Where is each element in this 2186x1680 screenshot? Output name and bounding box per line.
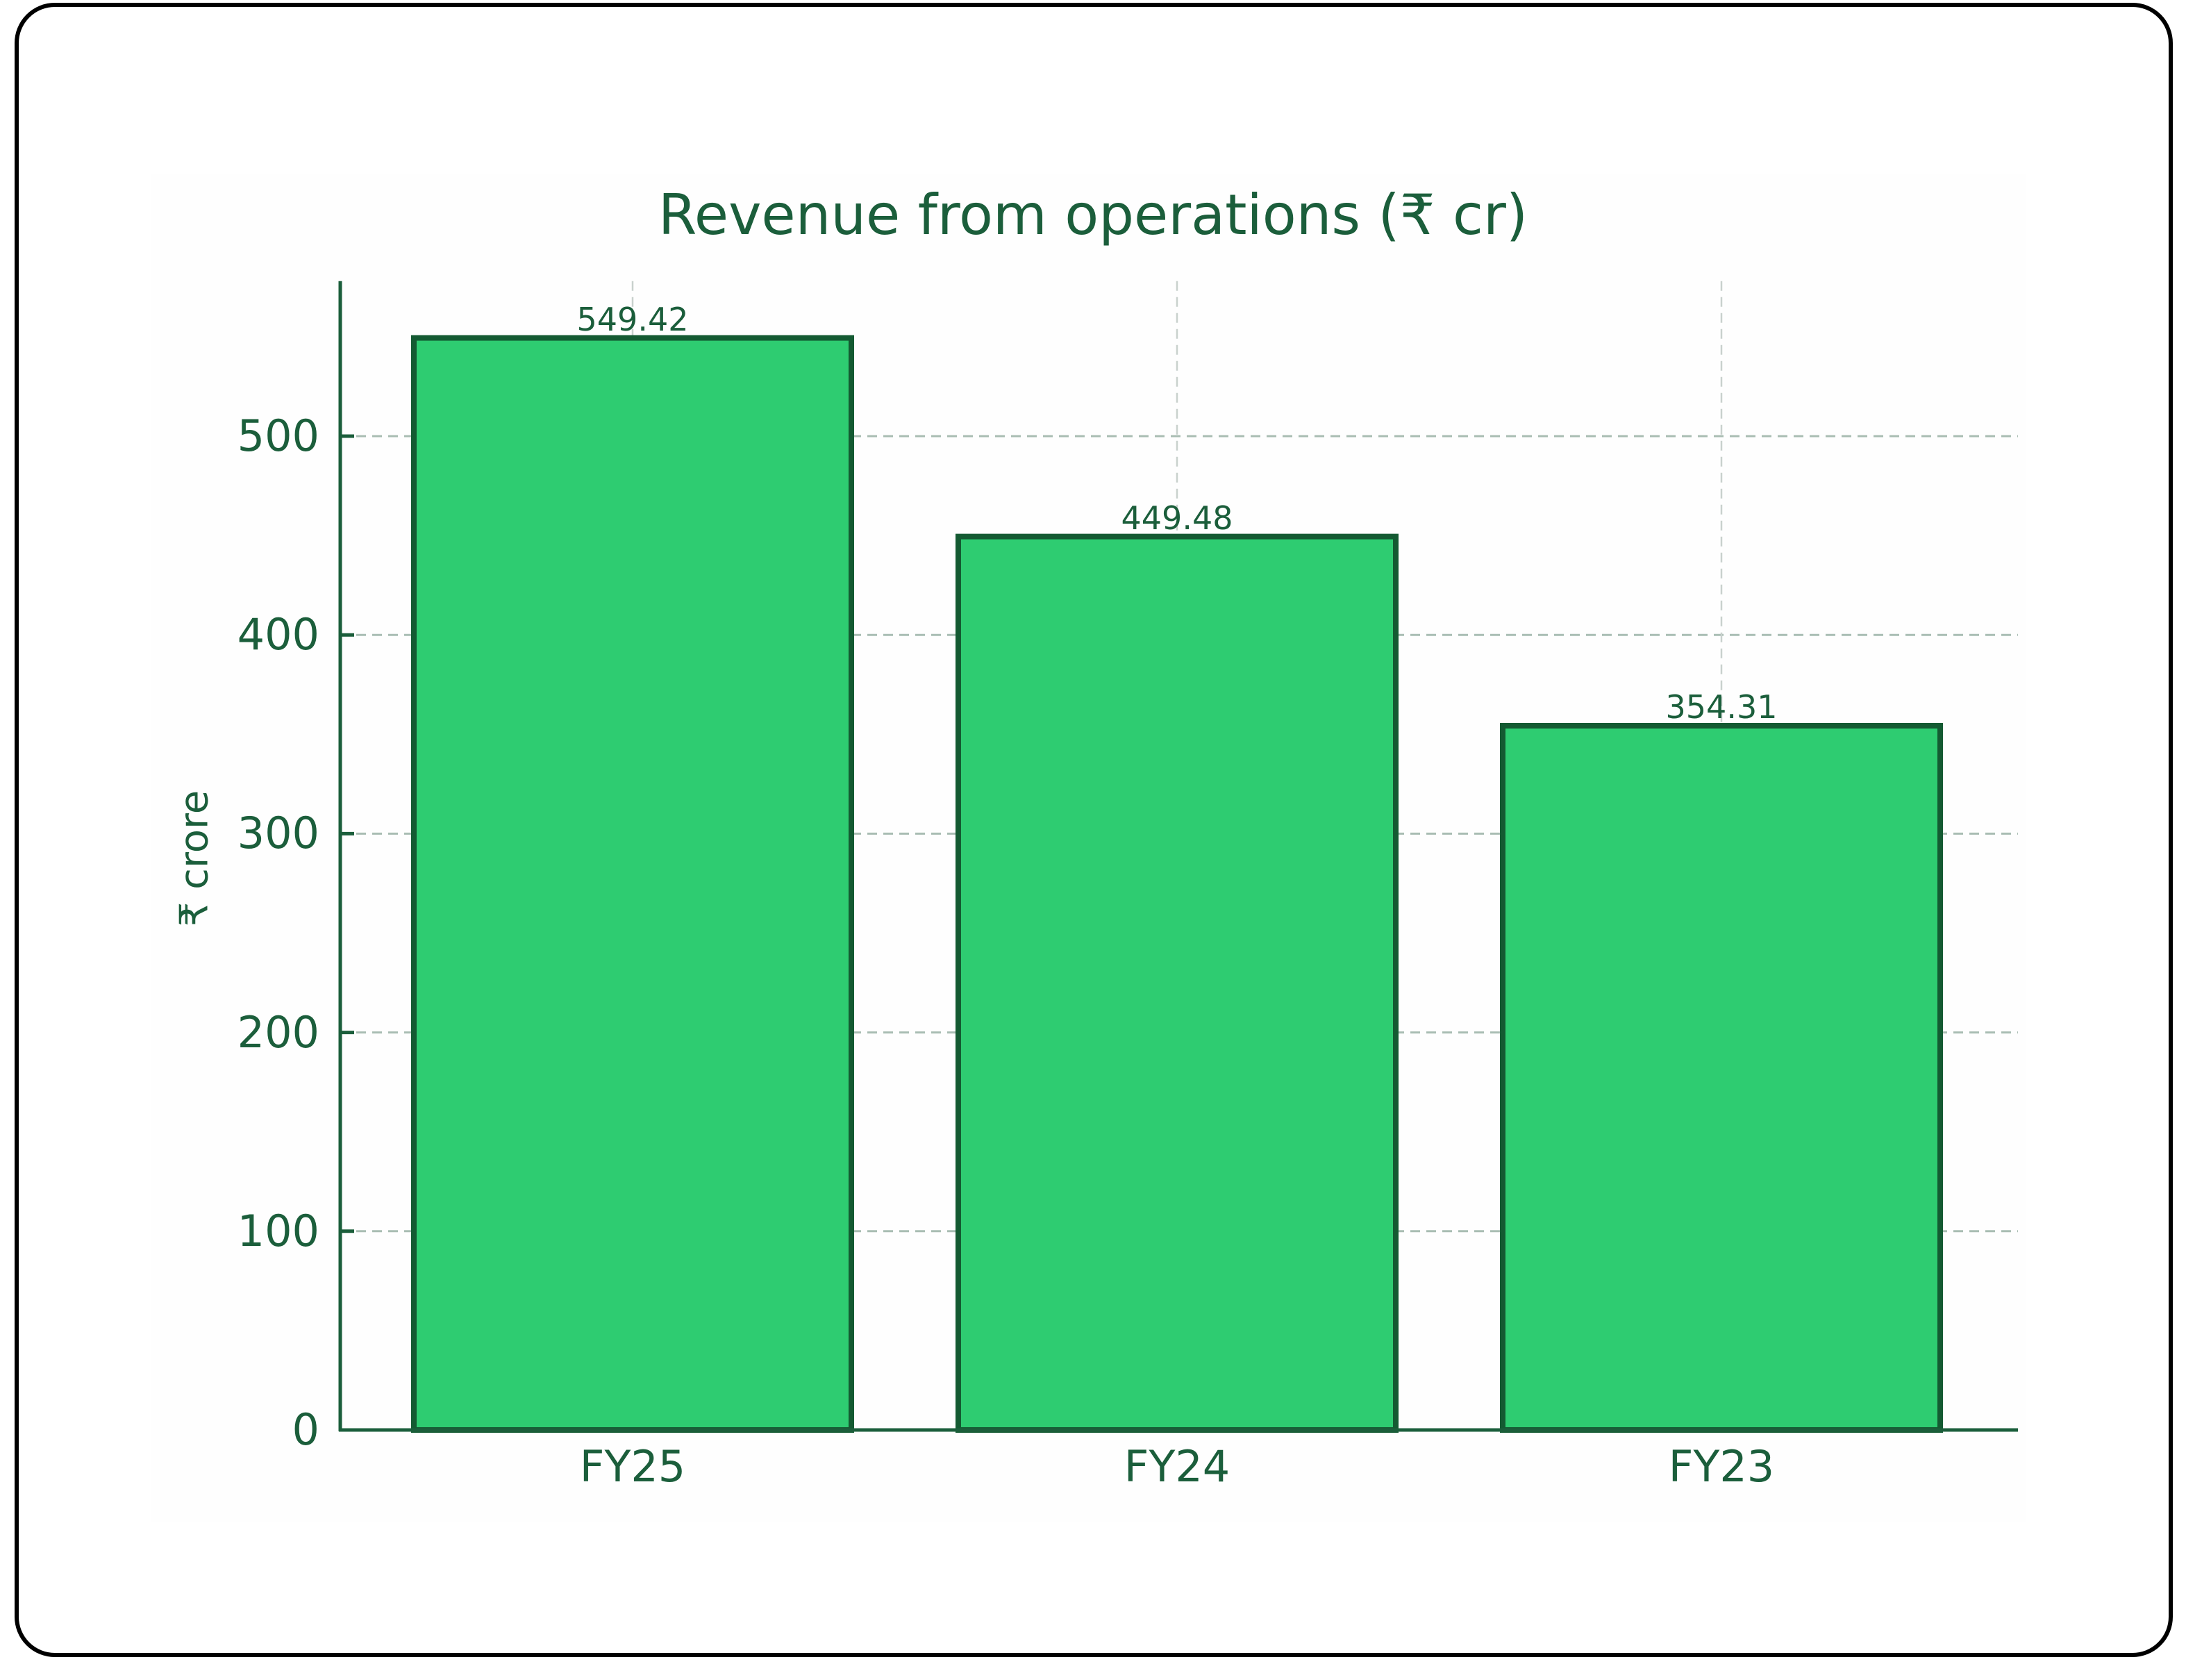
y-tick-label: 400 <box>237 609 319 660</box>
y-tick-label: 500 <box>237 410 319 461</box>
x-tick-label: FY25 <box>579 1441 686 1492</box>
bar-value-label: 354.31 <box>1665 688 1778 726</box>
axes <box>338 281 2018 1432</box>
x-tick-label: FY24 <box>1124 1441 1230 1492</box>
bar-value-label: 449.48 <box>1121 499 1233 537</box>
bar-value-label: 549.42 <box>576 300 689 338</box>
x-tick-label: FY23 <box>1668 1441 1775 1492</box>
bars <box>411 335 1943 1433</box>
chart-title: Revenue from operations (₹ cr) <box>658 183 1528 247</box>
y-tick-label: 300 <box>237 808 319 859</box>
y-tick-label: 200 <box>237 1006 319 1058</box>
bar-fy25 <box>411 335 854 1433</box>
bar-fy24 <box>956 533 1399 1433</box>
y-tick-label: 100 <box>237 1205 319 1256</box>
y-tick-label: 0 <box>292 1404 319 1455</box>
bar-fy23 <box>1500 722 1943 1433</box>
